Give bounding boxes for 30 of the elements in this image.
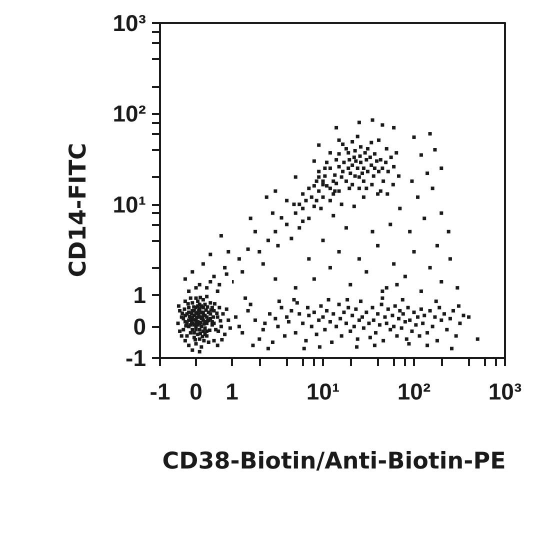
point	[224, 272, 228, 276]
point	[226, 250, 230, 254]
point	[187, 289, 191, 293]
x-tick-label: 0	[190, 378, 202, 404]
point	[194, 286, 198, 290]
point	[223, 266, 227, 270]
point	[198, 282, 202, 286]
x-tick-label: 10³	[488, 378, 522, 404]
point	[219, 234, 223, 238]
point	[212, 274, 216, 278]
y-tick-label: -1	[126, 345, 146, 371]
x-tick-label: 1	[226, 378, 239, 404]
point	[208, 252, 212, 256]
y-tick-label: 0	[133, 314, 146, 340]
x-tick-label: 10²	[397, 378, 431, 404]
y-tick-label: 10¹	[112, 191, 146, 218]
point	[190, 270, 194, 274]
point	[201, 262, 205, 266]
y-tick-label: 10²	[112, 100, 146, 127]
x-axis-title: CD38-Biotin/Anti-Biotin-PE	[162, 448, 506, 474]
point	[205, 286, 209, 290]
point	[208, 280, 212, 284]
point	[183, 277, 187, 281]
point	[216, 289, 220, 293]
x-tick-label: 10¹	[306, 378, 340, 404]
y-tick-label: 10³	[112, 10, 146, 36]
x-tick-label: -1	[150, 378, 170, 404]
y-tick-label: 1	[133, 282, 146, 308]
point	[218, 282, 222, 286]
y-axis-title: CD14-FITC	[66, 142, 92, 278]
